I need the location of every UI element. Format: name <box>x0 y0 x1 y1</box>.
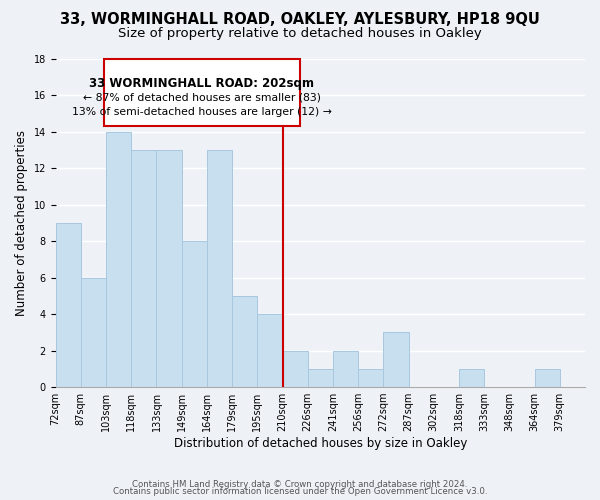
Text: Size of property relative to detached houses in Oakley: Size of property relative to detached ho… <box>118 28 482 40</box>
Bar <box>383 332 409 387</box>
Bar <box>106 132 131 387</box>
Bar <box>182 242 207 387</box>
Y-axis label: Number of detached properties: Number of detached properties <box>15 130 28 316</box>
Text: 13% of semi-detached houses are larger (12) →: 13% of semi-detached houses are larger (… <box>72 107 332 117</box>
Bar <box>283 350 308 387</box>
Bar <box>333 350 358 387</box>
Bar <box>81 278 106 387</box>
Text: ← 87% of detached houses are smaller (83): ← 87% of detached houses are smaller (83… <box>83 93 321 103</box>
Bar <box>358 369 383 387</box>
Text: 33 WORMINGHALL ROAD: 202sqm: 33 WORMINGHALL ROAD: 202sqm <box>89 77 314 90</box>
Bar <box>131 150 157 387</box>
Bar <box>56 223 81 387</box>
Bar <box>257 314 283 387</box>
Text: Contains HM Land Registry data © Crown copyright and database right 2024.: Contains HM Land Registry data © Crown c… <box>132 480 468 489</box>
Bar <box>232 296 257 387</box>
Bar <box>459 369 484 387</box>
Text: Contains public sector information licensed under the Open Government Licence v3: Contains public sector information licen… <box>113 488 487 496</box>
Bar <box>207 150 232 387</box>
X-axis label: Distribution of detached houses by size in Oakley: Distribution of detached houses by size … <box>173 437 467 450</box>
Bar <box>157 150 182 387</box>
Bar <box>308 369 333 387</box>
Text: 33, WORMINGHALL ROAD, OAKLEY, AYLESBURY, HP18 9QU: 33, WORMINGHALL ROAD, OAKLEY, AYLESBURY,… <box>60 12 540 28</box>
Bar <box>535 369 560 387</box>
FancyBboxPatch shape <box>104 59 300 126</box>
